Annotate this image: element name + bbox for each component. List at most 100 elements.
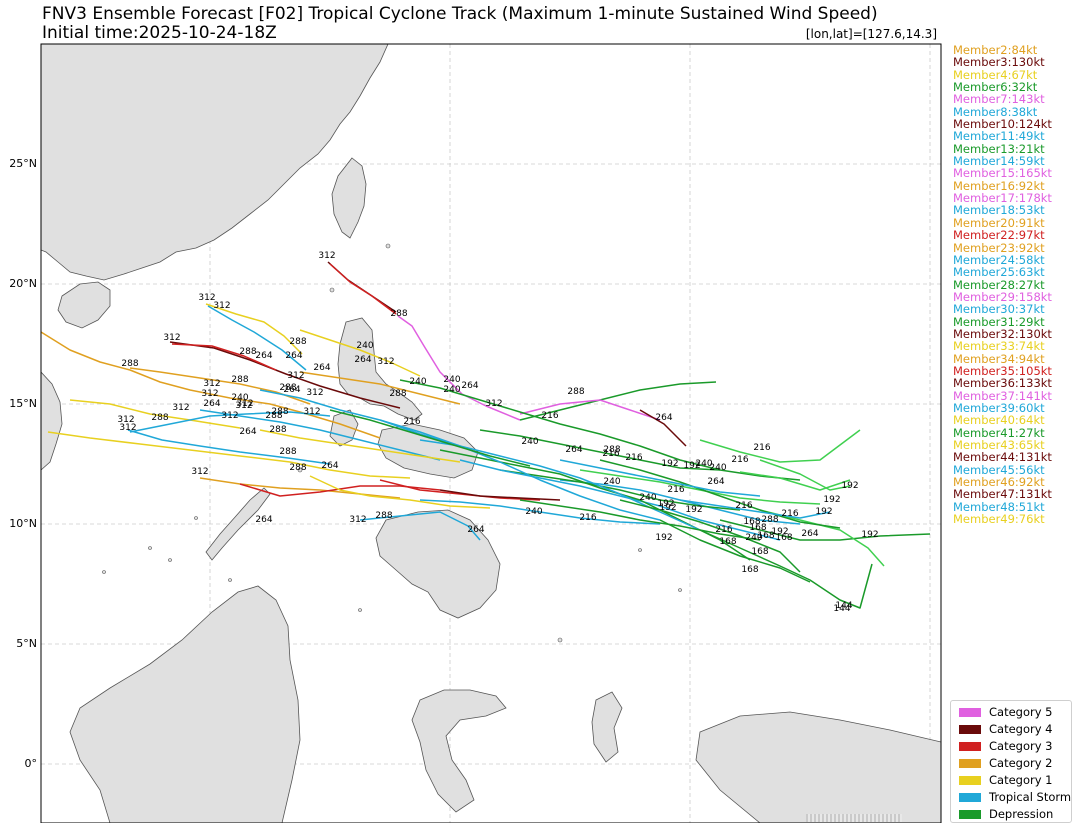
forecast-hour-label: 216 [735,501,752,511]
forecast-hour-label: 216 [625,453,642,463]
category-swatch [959,810,981,819]
forecast-hour-label: 168 [751,547,768,557]
forecast-hour-label: 288 [231,375,248,385]
forecast-hour-label: 312 [163,333,180,343]
forecast-hour-label: 288 [121,359,138,369]
forecast-hour-label: 264 [801,529,818,539]
forecast-hour-label: 192 [657,499,674,509]
forecast-hour-label: 216 [602,449,619,459]
forecast-hour-label: 312 [119,423,136,433]
track-line [199,409,441,461]
forecast-hour-label: 288 [279,383,296,393]
forecast-hour-label: 264 [467,525,484,535]
forecast-hour-label: 288 [603,445,620,455]
forecast-hour-label: 312 [221,411,238,421]
forecast-hour-label: 312 [306,388,323,398]
forecast-hour-label: 192 [655,533,672,543]
track-line [519,499,761,541]
forecast-hour-label: 312 [236,399,253,409]
member-legend-entry: Member36:133kt [953,376,1052,391]
forecast-hour-label: 288 [265,411,282,421]
forecast-hour-label: 216 [715,525,732,535]
track-line [47,431,411,479]
forecast-hour-label: 168 [749,523,766,533]
lat-tick-label: 0° [24,757,38,770]
lat-tick-label: 5°N [16,637,37,650]
track-line [599,459,841,529]
forecast-hour-label: 288 [269,425,286,435]
track-line [759,459,851,491]
forecast-hour-label: 288 [375,511,392,521]
land-taiwan [331,157,367,239]
member-legend-entry: Member34:94kt [953,351,1045,366]
member-legend-entry: Member16:92kt [953,178,1045,193]
member-legend-entry: Member6:32kt [953,80,1038,95]
initial-time-label: Initial time:2025-10-24-18Z [42,23,277,43]
member-legend-entry: Member7:143kt [953,92,1045,107]
track-line [399,379,721,471]
member-legend-entry: Member49:76kt [953,512,1045,527]
forecast-hour-label: 216 [541,411,558,421]
forecast-hour-label: 312 [191,467,208,477]
category-legend-entry: Tropical Storm [959,790,1071,804]
forecast-hour-label: 264 [285,351,302,361]
member-legend-entry: Member33:74kt [953,339,1045,354]
forecast-hour-label: 240 [745,533,762,543]
track-line [309,475,491,509]
track-line [397,315,521,421]
forecast-hour-label: 264 [461,381,478,391]
land-masses [41,44,941,823]
lat-tick-label: 10°N [9,517,37,530]
category-swatch [959,776,981,785]
forecast-hour-label: 312 [172,403,189,413]
member-legend: Member2:84kt Member3:130kt Member4:67kt Mem… [953,43,1052,527]
lat-tick-label: 25°N [9,157,37,170]
forecast-hour-label: 144 [835,601,852,611]
forecast-hour-label: 144 [833,604,850,614]
forecast-hour-label: 168 [775,533,792,543]
member-legend-entry: Member2:84kt [953,43,1038,57]
track-line [639,409,687,447]
track-line [329,263,397,315]
track-line [699,529,873,609]
track-line [479,429,801,481]
forecast-hour-label: 264 [655,413,672,423]
forecast-hour-label: 192 [771,527,788,537]
member-legend-entry: Member15:165kt [953,166,1052,181]
land-luzon [337,317,423,421]
forecast-hour-label: 312 [235,401,252,411]
member-legend-entry: Member17:178kt [953,191,1052,206]
forecast-hour-label: 168 [741,565,758,575]
forecast-hour-label: 168 [743,517,760,527]
track-line [205,303,303,355]
category-legend: Category 5 Category 4 Category 3 Category 2… [950,700,1072,823]
member-legend-entry: Member45:56kt [953,462,1045,477]
forecast-hour-label: 192 [661,459,678,469]
track-line [41,331,381,439]
forecast-hour-label: 192 [659,503,676,513]
track-line [739,471,851,491]
track-line [439,489,561,501]
forecast-hour-label: 312 [198,293,215,303]
forecast-hour-label: 216 [667,485,684,495]
category-label: Category 5 [989,705,1053,719]
member-legend-entry: Member30:37kt [953,302,1045,317]
forecast-hour-label: 288 [567,387,584,397]
forecast-hour-label: 192 [861,530,878,540]
forecast-hour-label: 264 [565,445,582,455]
category-legend-entry: Category 2 [959,756,1053,770]
track-line [129,411,331,433]
forecast-hour-label: 264 [239,427,256,437]
forecast-hour-label: 192 [685,505,702,515]
lat-tick-label: 20°N [9,277,37,290]
member-legend-entry: Member25:63kt [953,265,1045,280]
category-legend-entry: Category 5 [959,705,1053,719]
member-legend-entry: Member4:67kt [953,67,1038,82]
forecast-hour-label: 240 [231,393,248,403]
member-legend-entry: Member22:97kt [953,228,1045,243]
track-line [619,499,801,573]
member-legend-entry: Member31:29kt [953,314,1045,329]
category-label: Tropical Storm [989,790,1072,804]
